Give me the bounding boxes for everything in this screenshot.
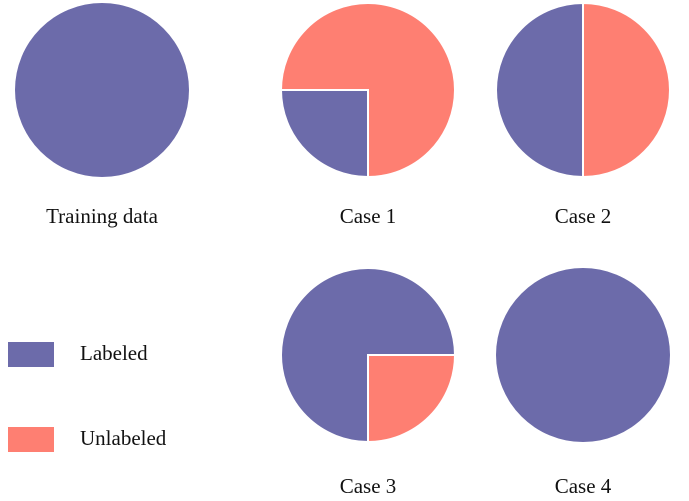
- legend-swatch-labeled: [8, 342, 54, 367]
- caption-case-1: Case 1: [339, 204, 397, 228]
- legend-label-unlabeled: Unlabeled: [80, 426, 167, 450]
- pie-1-slice-unlabeled: [279, 2, 456, 179]
- pie-0-slice-labeled: [15, 3, 189, 177]
- legend-label-labeled: Labeled: [80, 341, 148, 365]
- caption-case-4: Case 4: [554, 474, 612, 498]
- pie-3-slice-unlabeled: [367, 354, 457, 444]
- caption-training-data: Training data: [46, 204, 158, 228]
- pie-4-slice-labeled: [496, 268, 670, 442]
- pie-1-slice-labeled: [279, 89, 369, 179]
- legend-swatch-unlabeled: [8, 427, 54, 452]
- pie-2-slice-unlabeled: [582, 1, 671, 179]
- caption-case-2: Case 2: [554, 204, 612, 228]
- caption-case-3: Case 3: [339, 474, 397, 498]
- pie-3-slice-labeled: [280, 267, 457, 444]
- pie-2-slice-labeled: [495, 1, 584, 179]
